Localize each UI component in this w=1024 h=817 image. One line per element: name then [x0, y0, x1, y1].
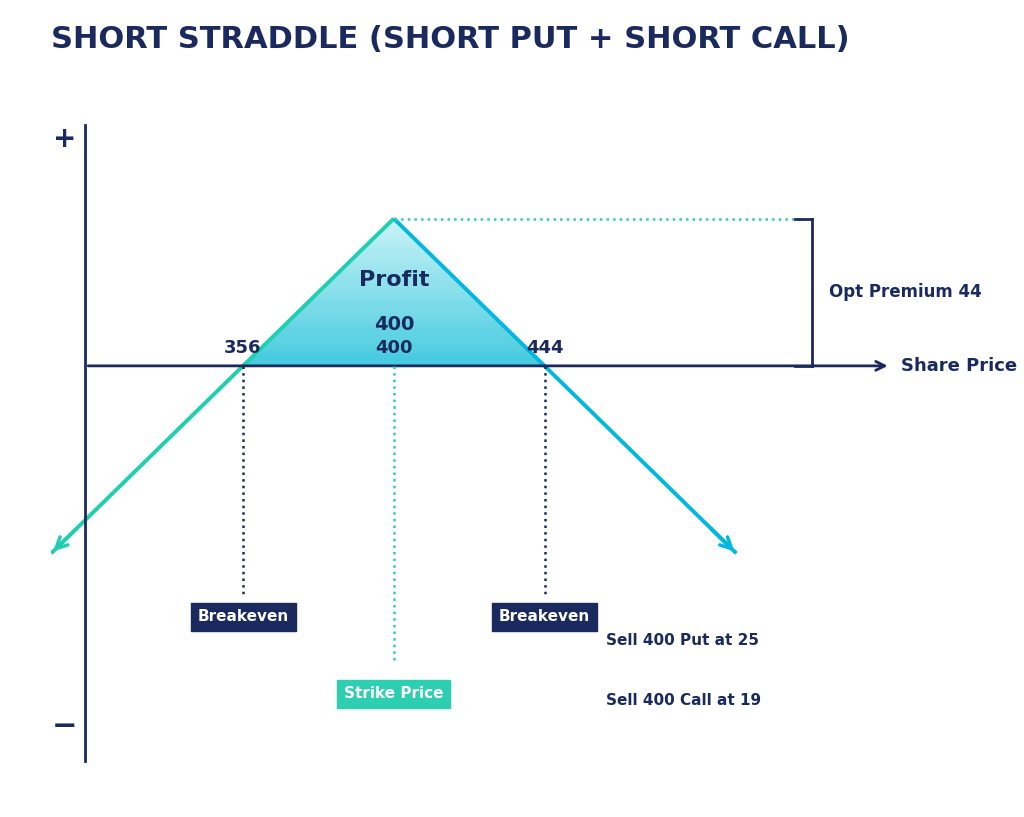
Text: 400: 400 [375, 340, 413, 358]
Text: SHORT STRADDLE (SHORT PUT + SHORT CALL): SHORT STRADDLE (SHORT PUT + SHORT CALL) [51, 25, 850, 53]
Text: 444: 444 [525, 340, 563, 358]
Text: Breakeven: Breakeven [198, 609, 289, 624]
Text: −: − [52, 712, 78, 741]
Text: Opt Premium 44: Opt Premium 44 [828, 283, 982, 301]
Text: Breakeven: Breakeven [499, 609, 590, 624]
Text: 400: 400 [374, 315, 414, 334]
Text: 356: 356 [224, 340, 262, 358]
Text: Share Price: Share Price [901, 357, 1017, 375]
Text: Sell 400 Call at 19: Sell 400 Call at 19 [606, 693, 761, 708]
Text: Strike Price: Strike Price [344, 686, 443, 702]
Text: Sell 400 Put at 25: Sell 400 Put at 25 [606, 633, 759, 648]
Text: +: + [53, 125, 77, 153]
Text: Profit: Profit [358, 270, 429, 290]
